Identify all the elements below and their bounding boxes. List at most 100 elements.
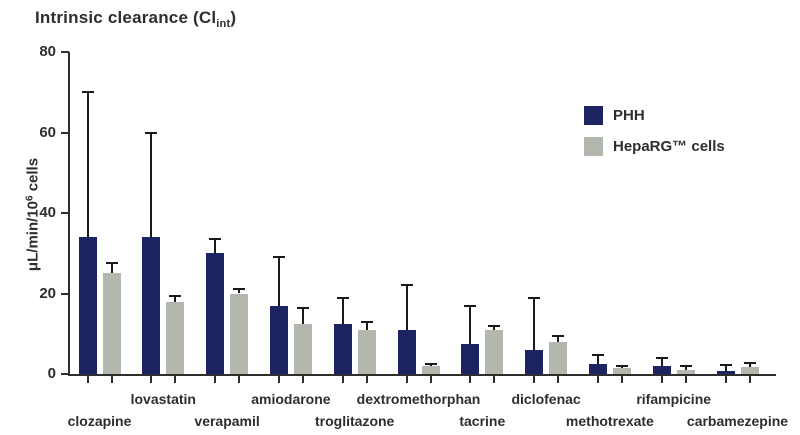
error-cap-phh-carbamezepine [719,363,732,366]
x-tick-phh-amiodarone [277,376,280,383]
legend-label-phh: PHH [613,107,645,124]
y-tick-label-0: 0 [47,365,56,382]
x-tick-phh-verapamil [214,376,217,383]
bar-heparg-cells-tacrine [485,329,504,374]
x-tick-heparg-cells-lovastatin [174,376,177,383]
error-cap-heparg-cells-dextromethorphan [424,362,437,365]
y-axis [68,52,70,376]
category-label-verapamil: verapamil [194,413,260,429]
y-tick-0 [61,373,69,375]
error-bar-heparg-cells-verapamil [238,289,241,294]
x-tick-phh-tacrine [469,376,472,383]
error-bar-heparg-cells-lovastatin [174,295,177,302]
error-cap-phh-tacrine [464,304,477,307]
bar-phh-diclofenac [525,349,544,374]
y-tick-label-80: 80 [39,43,56,60]
bar-heparg-cells-amiodarone [293,323,312,374]
error-bar-heparg-cells-dextromethorphan [429,363,432,366]
y-tick-label-20: 20 [39,284,56,302]
category-label-troglitazone: troglitazone [315,413,395,429]
x-tick-heparg-cells-dextromethorphan [429,376,432,383]
error-bar-phh-tacrine [469,305,472,344]
bar-heparg-cells-dextromethorphan [421,365,440,374]
chart-title-suffix: ) [230,8,237,27]
x-tick-heparg-cells-troglitazone [365,376,368,383]
y-axis-label-suffix: cells [24,157,42,196]
error-cap-heparg-cells-carbamezepine [743,362,756,365]
error-bar-heparg-cells-diclofenac [557,335,560,342]
x-tick-phh-rifampicine [660,376,663,383]
chart-title: Intrinsic clearance (Clint) [35,8,236,30]
error-cap-heparg-cells-clozapine [105,262,118,265]
bar-heparg-cells-lovastatin [166,301,185,374]
error-bar-phh-clozapine [86,92,89,238]
bar-heparg-cells-rifampicine [676,369,695,374]
error-bar-heparg-cells-methotrexate [620,365,623,368]
bar-phh-methotrexate [588,363,607,374]
category-label-rifampicine: rifampicine [636,391,712,407]
bar-phh-clozapine [78,237,97,374]
error-cap-heparg-cells-lovastatin [169,294,182,297]
error-cap-heparg-cells-methotrexate [615,364,628,367]
error-cap-phh-clozapine [81,91,94,94]
error-cap-heparg-cells-rifampicine [679,364,692,367]
x-tick-heparg-cells-verapamil [238,376,241,383]
x-tick-heparg-cells-carbamezepine [748,376,751,383]
error-bar-heparg-cells-clozapine [110,263,113,274]
error-bar-phh-rifampicine [660,357,663,366]
error-bar-phh-verapamil [214,239,217,254]
bar-heparg-cells-verapamil [230,293,249,374]
error-cap-phh-amiodarone [272,256,285,259]
category-label-clozapine: clozapine [67,413,132,429]
error-cap-heparg-cells-tacrine [488,324,501,327]
bar-heparg-cells-methotrexate [612,367,631,374]
heparg-swatch-icon [584,137,603,156]
error-bar-heparg-cells-rifampicine [684,365,687,370]
bar-phh-verapamil [206,253,225,374]
error-cap-phh-methotrexate [591,353,604,356]
bar-phh-amiodarone [269,305,288,374]
category-label-dextromethorphan: dextromethorphan [356,391,481,407]
bar-heparg-cells-carbamezepine [740,367,759,374]
error-cap-heparg-cells-verapamil [233,288,246,291]
y-tick-80 [61,51,69,53]
error-cap-heparg-cells-amiodarone [296,306,309,309]
legend: PHH HepaRG™ cells [584,106,725,168]
category-label-tacrine: tacrine [459,413,506,429]
x-tick-heparg-cells-methotrexate [620,376,623,383]
bar-phh-carbamezepine [716,370,735,374]
error-cap-phh-rifampicine [655,356,668,359]
x-tick-heparg-cells-tacrine [493,376,496,383]
category-label-methotrexate: methotrexate [565,413,654,429]
y-tick-60 [61,131,69,134]
x-tick-phh-dextromethorphan [405,376,408,383]
bar-phh-dextromethorphan [397,329,416,374]
x-tick-heparg-cells-diclofenac [557,376,560,383]
error-bar-heparg-cells-troglitazone [365,321,368,330]
chart-title-text: Intrinsic clearance (Cl [35,8,217,27]
category-label-carbamezepine: carbamezepine [686,413,789,429]
error-bar-heparg-cells-amiodarone [301,307,304,324]
bar-phh-troglitazone [333,323,352,374]
bar-phh-tacrine [461,343,480,374]
bar-heparg-cells-diclofenac [549,341,568,374]
x-tick-phh-carbamezepine [724,376,727,383]
legend-item-heparg: HepaRG™ cells [584,137,725,156]
x-tick-phh-lovastatin [150,376,153,383]
error-cap-phh-lovastatin [145,131,158,134]
error-cap-heparg-cells-troglitazone [360,320,373,323]
error-cap-phh-troglitazone [336,296,349,299]
error-cap-phh-verapamil [209,238,222,241]
phh-swatch-icon [584,106,603,125]
error-bar-phh-lovastatin [150,132,153,238]
bar-phh-rifampicine [652,365,671,374]
x-tick-heparg-cells-rifampicine [684,376,687,383]
x-tick-heparg-cells-amiodarone [301,376,304,383]
y-tick-40 [61,212,69,214]
x-tick-phh-diclofenac [533,376,536,383]
y-tick-20 [61,292,69,295]
bar-heparg-cells-clozapine [102,273,121,374]
x-tick-phh-methotrexate [596,376,599,383]
legend-item-phh: PHH [584,106,725,125]
